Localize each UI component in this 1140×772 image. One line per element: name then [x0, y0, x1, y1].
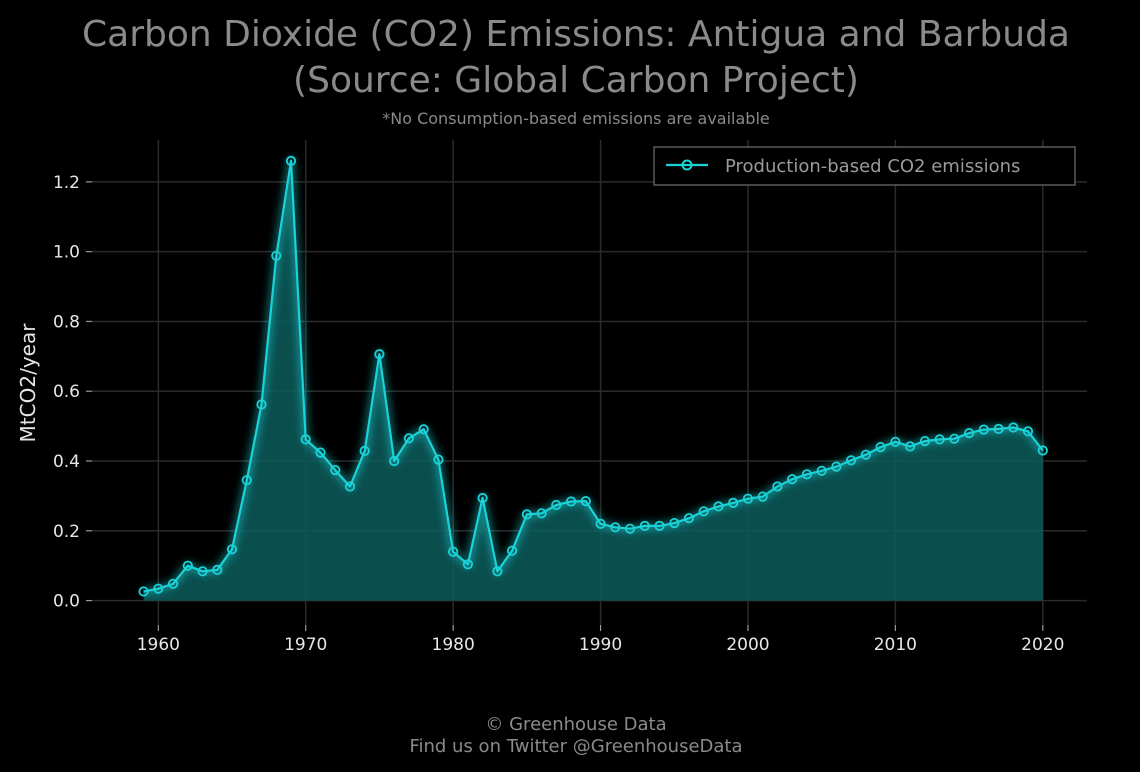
footer-twitter: Find us on Twitter @GreenhouseData	[409, 736, 742, 757]
data-point-2018	[1008, 422, 1019, 433]
chart-title-line1: Carbon Dioxide (CO2) Emissions: Antigua …	[82, 14, 1070, 55]
data-point-1960	[153, 583, 164, 594]
data-point-1996	[683, 513, 695, 524]
x-tick-label-2010: 2010	[874, 635, 917, 655]
data-point-1971	[315, 447, 326, 458]
chart-subtitle: *No Consumption-based emissions are avai…	[382, 109, 770, 128]
y-axis-label: MtCO2/year	[16, 323, 40, 443]
data-point-2007	[845, 455, 857, 466]
data-point-1981	[462, 559, 473, 570]
data-point-1983	[492, 566, 503, 577]
x-tick-label-2020: 2020	[1021, 635, 1064, 655]
data-point-1990	[595, 518, 606, 529]
data-point-1984	[506, 545, 518, 556]
x-tick-label-1980: 1980	[432, 635, 475, 655]
data-point-1970	[300, 434, 311, 445]
data-point-2013	[934, 434, 945, 445]
data-point-2011	[904, 441, 916, 452]
data-point-markers	[138, 155, 1048, 597]
data-point-1974	[359, 445, 370, 456]
data-point-2004	[801, 469, 813, 480]
data-point-1976	[389, 455, 400, 467]
y-tick-label-0: 0.0	[53, 592, 80, 612]
y-tick-label-3: 0.6	[53, 382, 80, 402]
data-point-1962	[182, 560, 193, 571]
y-tick-label-4: 0.8	[53, 312, 80, 332]
data-point-1986	[536, 508, 547, 519]
data-point-1964	[212, 564, 223, 576]
data-point-2006	[831, 461, 842, 472]
data-point-2017	[993, 423, 1004, 434]
data-point-1979	[433, 454, 444, 465]
data-point-1999	[728, 497, 739, 508]
data-point-2001	[757, 491, 768, 502]
y-tick-label-1: 0.2	[53, 522, 80, 542]
data-point-1980	[447, 546, 459, 557]
x-axis-ticks: 1960 1970 1980 1990 2000 2010 2020	[137, 625, 1064, 655]
data-point-1966	[241, 475, 252, 486]
y-tick-label-5: 1.0	[53, 243, 80, 263]
data-point-1988	[565, 496, 577, 507]
data-point-1997	[698, 506, 709, 517]
data-point-1987	[551, 499, 562, 511]
series-area-fill	[143, 160, 1043, 601]
legend: Production-based CO2 emissions	[653, 146, 1076, 186]
data-point-1982	[477, 492, 488, 504]
y-tick-label-6: 1.2	[53, 173, 80, 193]
data-point-2015	[963, 427, 975, 439]
data-point-1992	[624, 523, 636, 534]
legend-marker-swatch	[681, 159, 693, 171]
data-point-1975	[374, 349, 385, 360]
series-line-layer	[143, 159, 1044, 593]
data-point-2019	[1022, 426, 1034, 437]
data-point-2016	[978, 424, 989, 435]
y-tick-label-2: 0.4	[53, 452, 80, 472]
data-point-1965	[226, 544, 238, 555]
data-point-1998	[713, 501, 724, 512]
legend-label: Production-based CO2 emissions	[725, 156, 1020, 177]
data-point-2020	[1037, 445, 1048, 456]
x-tick-label-1960: 1960	[137, 635, 180, 655]
data-point-1995	[669, 517, 680, 529]
data-point-1969	[285, 155, 297, 166]
x-tick-label-1990: 1990	[579, 635, 622, 655]
data-point-1993	[639, 520, 650, 532]
series-line	[143, 159, 1044, 593]
data-point-2000	[742, 493, 754, 504]
y-axis-ticks: 0.0 0.2 0.4 0.6 0.8 1.0 1.2	[53, 173, 92, 612]
footer-copyright: © Greenhouse Data	[485, 714, 666, 735]
data-point-1972	[330, 464, 341, 476]
data-point-2012	[919, 435, 931, 447]
data-point-2014	[949, 433, 960, 444]
data-point-2005	[816, 465, 827, 476]
legend-box	[653, 146, 1076, 186]
area-fill-layer	[143, 160, 1043, 601]
x-tick-label-2000: 2000	[726, 635, 769, 655]
data-point-2010	[890, 436, 901, 447]
data-point-1994	[654, 520, 665, 532]
data-point-2002	[772, 481, 783, 492]
data-point-2009	[875, 441, 886, 453]
data-point-2008	[860, 449, 872, 460]
data-point-1973	[344, 481, 356, 492]
data-point-1977	[403, 433, 414, 444]
data-point-1961	[168, 578, 179, 589]
chart-title-line2: (Source: Global Carbon Project)	[293, 60, 859, 101]
data-point-2003	[787, 474, 798, 485]
data-point-1968	[271, 250, 282, 261]
data-point-1959	[138, 586, 149, 597]
data-point-1963	[197, 566, 208, 577]
x-tick-label-1970: 1970	[284, 635, 327, 655]
data-point-1967	[256, 399, 267, 410]
data-point-1985	[521, 509, 533, 520]
data-point-1989	[580, 495, 591, 507]
data-point-1991	[610, 522, 621, 533]
data-point-1978	[418, 424, 429, 435]
